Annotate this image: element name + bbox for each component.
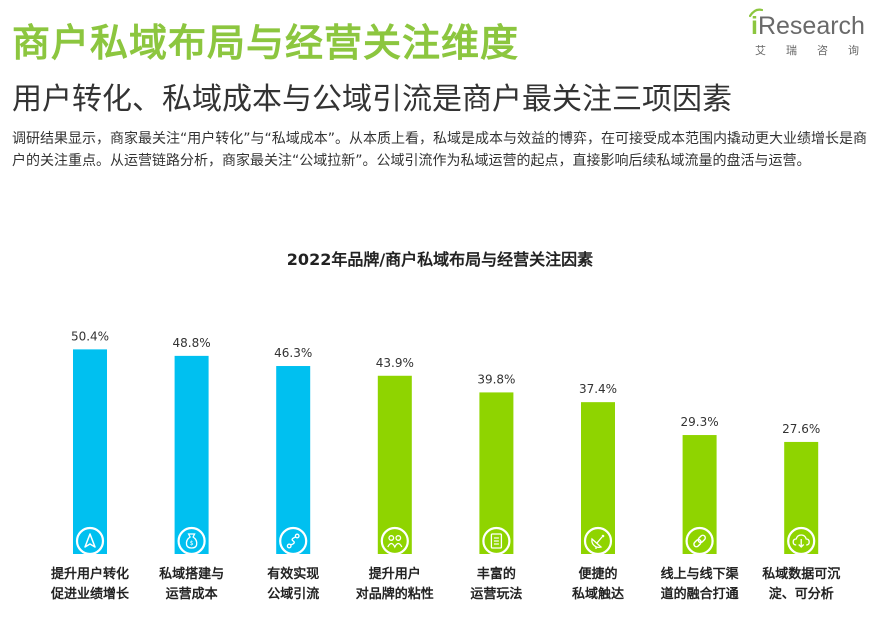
data-label: 46.3% [274,346,312,360]
category-label: 对品牌的粘性 [356,586,434,602]
category-label: 私域数据可沉 [762,566,840,582]
cloud-download-icon [787,526,816,556]
document-icon [482,526,511,556]
category-label: 线上与线下渠 [661,566,740,582]
category-label: 运营成本 [166,586,218,602]
iresearch-logo: iResearch 艾 瑞 咨 询 [749,8,865,58]
category-label: 私域触达 [572,586,624,602]
data-label: 48.8% [173,336,211,350]
data-label: 27.6% [782,422,820,436]
category-label: 丰富的 [477,566,516,582]
navigation-arrow-icon [75,526,105,556]
summary-paragraph: 调研结果显示，商家最关注“用户转化”与“私域成本”。从本质上看，私域是成本与效益… [12,131,868,169]
category-label: 提升用户转化 [51,566,129,582]
satellite-dish-icon [583,526,613,556]
data-label: 37.4% [579,382,617,396]
link-icon [685,526,714,556]
category-label: 提升用户 [369,566,421,582]
category-label: 有效实现 [267,566,319,582]
category-label: 淀、可分析 [769,586,834,602]
page-subtitle: 用户转化、私域成本与公域引流是商户最关注三项因素 [12,82,732,117]
svg-text:$: $ [190,540,194,547]
data-label: 29.3% [681,415,719,429]
logo-swoosh-icon [749,8,763,18]
category-label: 道的融合打通 [661,586,739,602]
route-icon [279,526,308,556]
data-label: 50.4% [71,329,109,343]
bar [174,355,209,554]
category-label: 运营玩法 [470,586,522,602]
bar [377,375,412,554]
chart-title: 2022年品牌/商户私域布局与经营关注因素 [286,250,594,269]
bar [276,366,311,554]
logo-chinese-name: 艾 瑞 咨 询 [755,44,859,57]
category-label: 促进业绩增长 [50,586,130,602]
money-bag-icon: $ [177,526,206,556]
category-label: 公域引流 [267,586,319,602]
people-icon [380,526,409,556]
page-title: 商户私域布局与经营关注维度 [12,21,520,65]
category-label: 便捷的 [578,566,617,582]
bar [73,349,107,554]
data-label: 43.9% [376,356,414,370]
logo-wordmark: iResearch [749,8,865,41]
data-label: 39.8% [477,372,515,386]
category-label: 私域搭建与 [159,566,224,582]
